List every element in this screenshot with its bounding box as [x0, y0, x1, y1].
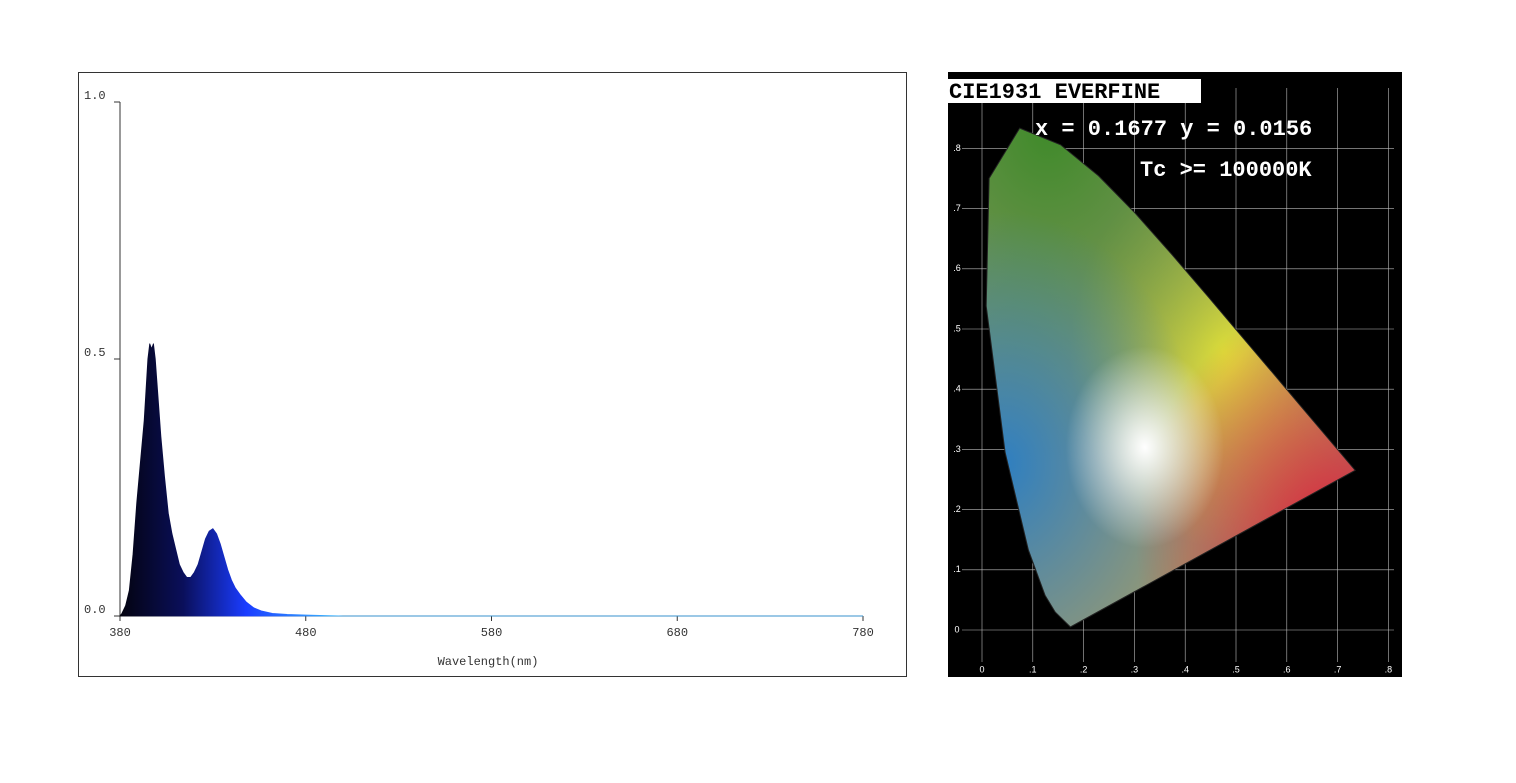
y-tick-label: 0.5 — [84, 346, 106, 360]
x-tick-label: 380 — [109, 626, 131, 640]
x-axis-label: Wavelength(nm) — [438, 655, 539, 669]
cie-y-tick-label: .2 — [953, 504, 961, 514]
cie-title-bg — [948, 79, 1201, 103]
x-tick-label: 480 — [295, 626, 317, 640]
cie-y-tick-label: .5 — [953, 323, 961, 333]
x-tick-label: 580 — [481, 626, 503, 640]
cie-y-tick-label: .7 — [953, 203, 961, 213]
cie-x-tick-label: .7 — [1334, 664, 1342, 674]
cie-y-tick-label: .1 — [953, 564, 961, 574]
cie-x-tick-label: .8 — [1385, 664, 1393, 674]
cie-y-tick-label: 0 — [954, 624, 959, 634]
cie-y-tick-label: .3 — [953, 444, 961, 454]
y-tick-label: 1.0 — [84, 89, 106, 103]
x-tick-label: 680 — [666, 626, 688, 640]
cie-x-tick-label: .1 — [1029, 664, 1037, 674]
cie-x-tick-label: .5 — [1232, 664, 1240, 674]
cie-x-tick-label: .2 — [1080, 664, 1088, 674]
cie-cct: Tc >= 100000K — [1140, 158, 1312, 183]
cie-y-tick-label: .6 — [953, 263, 961, 273]
cie-title: CIE1931 EVERFINE — [949, 80, 1160, 105]
cie-y-tick-label: .8 — [953, 143, 961, 153]
cie-x-tick-label: 0 — [979, 664, 984, 674]
cie-x-tick-label: .3 — [1131, 664, 1139, 674]
cie-x-tick-label: .6 — [1283, 664, 1291, 674]
cie-coordinates: x = 0.1677 y = 0.0156 — [1035, 117, 1312, 142]
x-tick-label: 780 — [852, 626, 874, 640]
spectrum-area — [119, 343, 863, 617]
spectral-locus — [985, 127, 1356, 628]
cie-x-tick-label: .4 — [1181, 664, 1189, 674]
y-tick-label: 0.0 — [84, 603, 106, 617]
cie-y-tick-label: .4 — [953, 384, 961, 394]
